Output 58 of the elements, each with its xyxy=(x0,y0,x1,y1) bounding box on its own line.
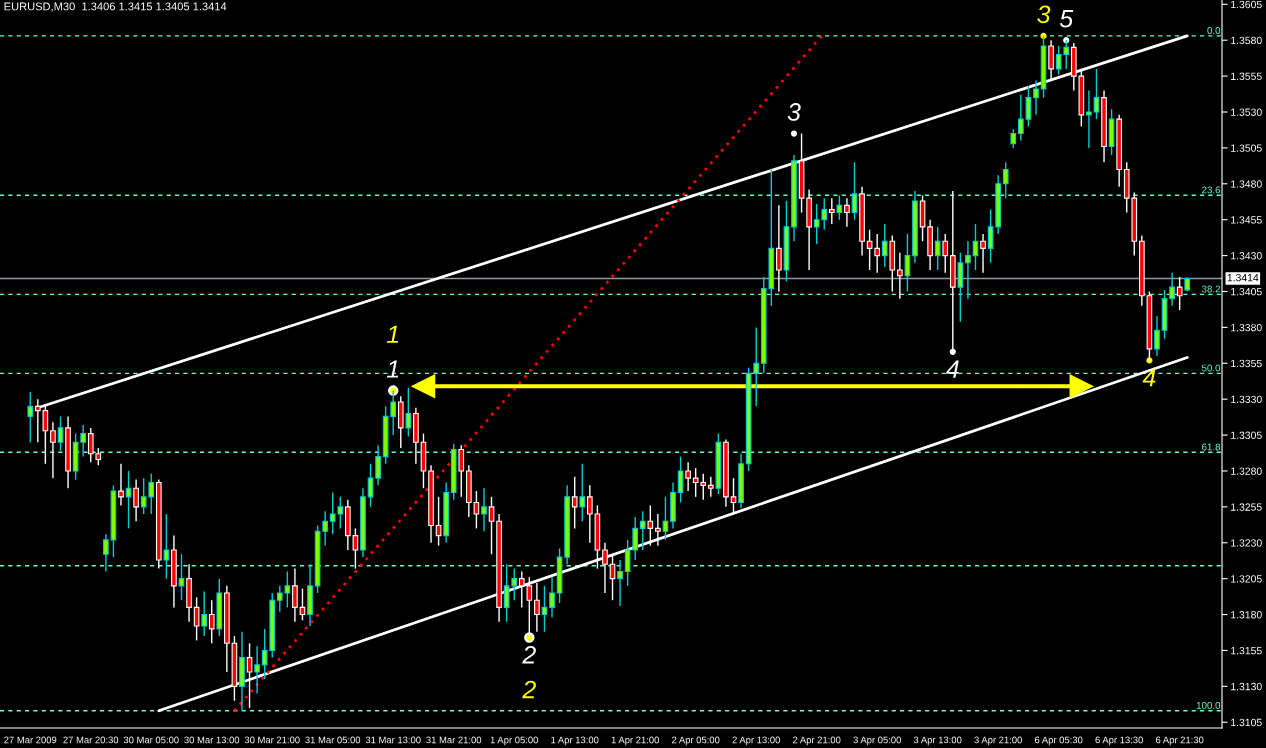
series-label: 1 xyxy=(386,325,399,343)
y-tick-label: 1.3430 xyxy=(1231,252,1262,260)
annotation: 23.6 xyxy=(1202,186,1221,194)
x-tick-label: 1 Apr 05:00 xyxy=(490,736,538,746)
x-tick-label: 27 Mar 20:30 xyxy=(63,736,119,744)
y-tick-label: 1.3405 xyxy=(1231,287,1262,296)
x-tick-label: 31 Mar 05:00 xyxy=(305,736,361,744)
y-tick-label: 1.3280 xyxy=(1231,467,1262,475)
y-tick-label: 1.3230 xyxy=(1231,539,1262,547)
annotation: 61.8 xyxy=(1202,443,1221,451)
x-tick-label: 2 Apr 05:00 xyxy=(672,736,720,746)
y-tick-label: 1.3480 xyxy=(1231,180,1262,188)
x-tick-label: 31 Mar 13:00 xyxy=(365,736,421,744)
y-tick-label: 1.3355 xyxy=(1231,359,1262,368)
series-label: 2 xyxy=(522,680,536,699)
y-tick-label: 1.3505 xyxy=(1231,144,1262,152)
y-tick-label: 1.3130 xyxy=(1231,682,1262,691)
x-tick-label: 30 Mar 21:00 xyxy=(244,736,300,744)
annotation: 50.0 xyxy=(1201,364,1221,372)
x-tick-label: 2 Apr 21:00 xyxy=(793,736,841,746)
x-tick-label: 31 Mar 21:00 xyxy=(426,736,482,744)
series-label: 3 xyxy=(1037,5,1051,24)
x-tick-label: 30 Mar 05:00 xyxy=(123,736,179,744)
y-tick-label: 1.3205 xyxy=(1231,575,1262,583)
y-tick-label: 1.3255 xyxy=(1231,503,1262,511)
series-label: 4 xyxy=(1142,369,1156,387)
x-tick-label: 1 Apr 21:00 xyxy=(611,736,659,746)
x-tick-label: 6 Apr 13:30 xyxy=(1095,736,1143,746)
x-tick-label: 27 Mar 2009 xyxy=(4,736,57,744)
y-tick-label: 1.3155 xyxy=(1231,646,1262,655)
series-label: 3 xyxy=(787,103,801,121)
x-tick-label: 1 Apr 13:00 xyxy=(551,736,599,746)
y-tick-label: 1.3555 xyxy=(1231,72,1262,80)
y-tick-label: 1.3330 xyxy=(1231,395,1262,404)
series-label: 4 xyxy=(946,360,959,378)
y-tick-label: 1.3580 xyxy=(1231,36,1262,45)
x-tick-label: 6 Apr 21:30 xyxy=(1155,736,1204,746)
annotation: 38.2 xyxy=(1201,285,1220,293)
series-label: 5 xyxy=(1059,10,1074,28)
x-tick-label: 2 Apr 13:00 xyxy=(732,736,780,746)
annotation: 0.0 xyxy=(1207,27,1221,34)
y-tick-label: 1.3455 xyxy=(1231,216,1262,224)
annotation: 100.0 xyxy=(1196,701,1221,709)
x-tick-label: 6 Apr 05:30 xyxy=(1034,736,1083,746)
series-label: 1 xyxy=(386,360,399,378)
y-tick-label: 1.3105 xyxy=(1231,718,1262,727)
y-tick-label: 1.3180 xyxy=(1231,611,1262,619)
x-tick-label: 3 Apr 13:00 xyxy=(913,736,962,746)
x-tick-label: 30 Mar 13:00 xyxy=(184,736,240,744)
y-tick-label: 1.3380 xyxy=(1231,323,1262,332)
x-tick-label: 3 Apr 05:00 xyxy=(853,736,901,746)
ref-line-label: 1.3414 xyxy=(1227,273,1259,282)
y-tick-label: 1.3305 xyxy=(1231,431,1262,439)
chart-title: EURUSD,M30 1.3406 1.3415 1.3405 1.3414 xyxy=(4,2,227,12)
y-tick-label: 1.3605 xyxy=(1231,0,1262,9)
y-tick-label: 1.3530 xyxy=(1231,108,1262,116)
series-label: 2 xyxy=(522,645,536,664)
x-tick-label: 3 Apr 21:00 xyxy=(974,736,1022,746)
